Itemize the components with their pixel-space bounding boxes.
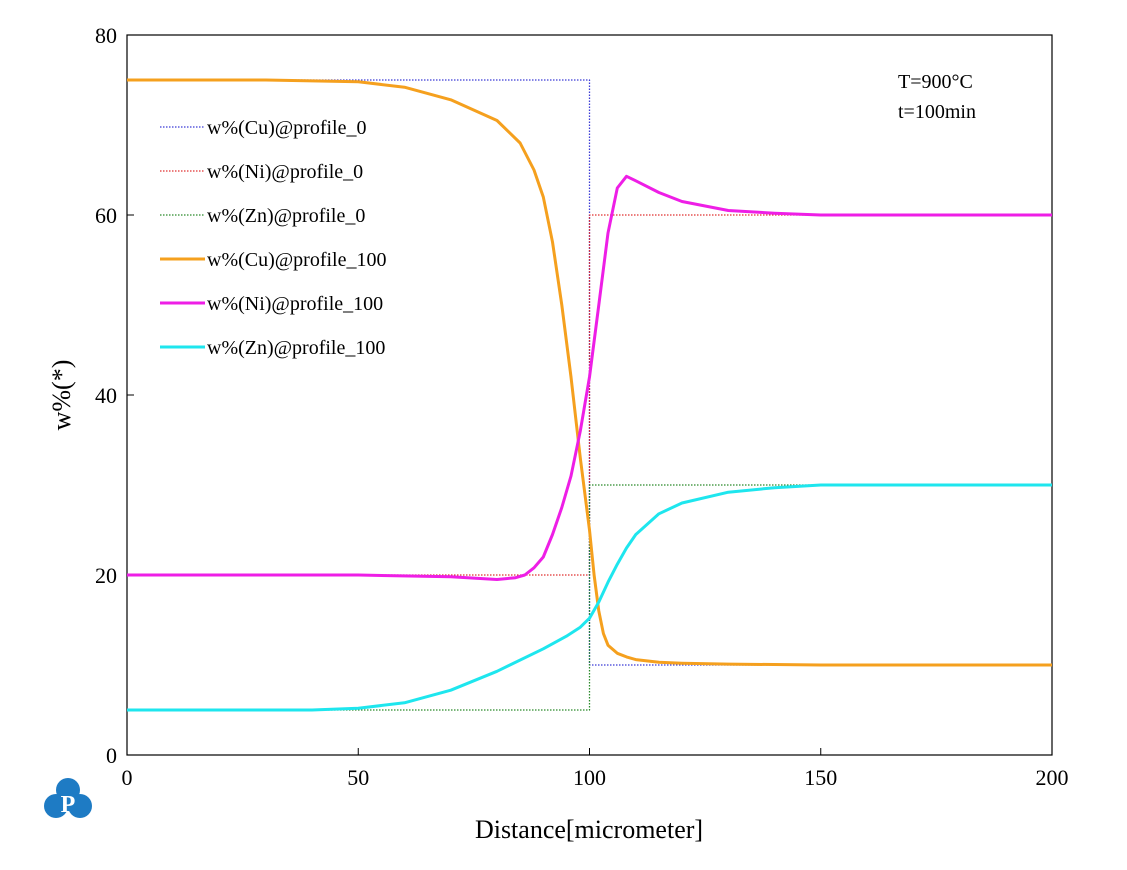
legend: w%(Cu)@profile_0 w%(Ni)@profile_0 w%(Zn)@p… (160, 117, 387, 359)
legend-label: w%(Zn)@profile_100 (207, 337, 385, 359)
series-layer (127, 78, 1052, 712)
y-tick-label: 0 (106, 743, 117, 768)
x-tick-label: 0 (122, 765, 133, 790)
y-tick-label: 40 (95, 383, 117, 408)
legend-label: w%(Zn)@profile_0 (207, 205, 365, 227)
x-axis-title: Distance[micrometer] (475, 815, 703, 844)
y-axis-title: w%(*) (47, 360, 76, 431)
y-tick-label: 80 (95, 23, 117, 48)
legend-label: w%(Cu)@profile_100 (207, 249, 387, 271)
logo-letter: P (61, 792, 76, 818)
series-line-4 (127, 174, 1052, 581)
annotation-temperature: T=900°C (898, 71, 973, 93)
series-line-5 (127, 483, 1052, 712)
y-tick-label: 60 (95, 203, 117, 228)
series-line-3 (127, 78, 1052, 667)
logo-icon: P (44, 778, 92, 818)
x-tick-label: 100 (573, 765, 606, 790)
logo-blob-center (58, 792, 78, 812)
x-tick-label: 150 (804, 765, 837, 790)
legend-label: w%(Cu)@profile_0 (207, 117, 367, 139)
axis-ticks: 0 50 100 150 200 0 20 40 60 80 (95, 23, 1069, 790)
annotation-time: t=100min (898, 101, 976, 123)
x-tick-label: 200 (1036, 765, 1069, 790)
x-tick-label: 50 (347, 765, 369, 790)
legend-label: w%(Ni)@profile_0 (207, 161, 363, 183)
y-tick-label: 20 (95, 563, 117, 588)
legend-label: w%(Ni)@profile_100 (207, 293, 383, 315)
